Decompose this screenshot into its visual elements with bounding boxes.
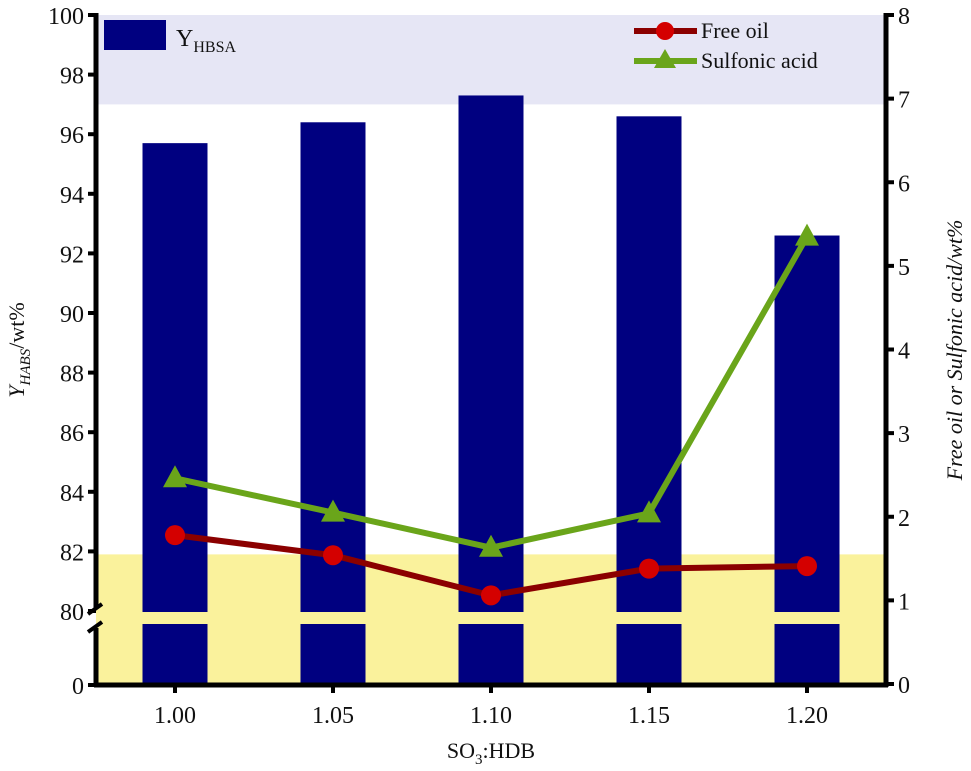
bar — [300, 122, 366, 612]
triangle-marker — [795, 223, 819, 246]
bar-lower-segment — [458, 624, 524, 685]
x-tick-label: 1.10 — [470, 703, 512, 729]
triangle-marker — [321, 499, 345, 522]
triangle-marker — [637, 500, 661, 523]
right-tick-label: 6 — [898, 171, 910, 197]
axis-break-mark — [86, 620, 104, 634]
left-tick-label: 0 — [72, 674, 84, 700]
left-tick-label: 82 — [60, 540, 84, 566]
right-tick-label: 0 — [898, 673, 910, 699]
circle-marker — [797, 556, 817, 577]
legend: YHBSA Free oil Sulfonic acid — [104, 18, 818, 73]
bar-lower-segment — [616, 624, 682, 685]
left-tick-label: 96 — [60, 123, 84, 149]
left-tick-label: 92 — [60, 242, 84, 268]
circle-marker — [323, 545, 343, 566]
left-tick-label: 86 — [60, 421, 84, 447]
left-tick-label: 90 — [60, 302, 84, 328]
legend-triangle-marker — [654, 49, 676, 68]
x-tick-label: 1.00 — [154, 703, 196, 729]
bar-lower-segment — [774, 624, 840, 685]
right-tick-label: 4 — [898, 339, 910, 365]
x-tick-label: 1.05 — [312, 703, 354, 729]
legend-label: Sulfonic acid — [701, 48, 818, 73]
axes: 0 80 82 84 86 88 90 92 94 96 98 100 0 1 2 3 4 5 6 7 8 1.00 1.0… — [48, 4, 910, 729]
legend-bar-swatch — [104, 20, 166, 50]
legend-label: Free oil — [701, 18, 769, 43]
line-series — [163, 223, 819, 606]
circle-marker — [639, 558, 659, 579]
right-tick-label: 2 — [898, 506, 910, 532]
x-axis-title: SO3:HDB — [447, 738, 535, 768]
right-tick-label: 3 — [898, 422, 910, 448]
triangle-marker — [163, 465, 187, 488]
circle-marker — [165, 525, 185, 546]
right-tick-label: 1 — [898, 589, 910, 615]
right-tick-label: 5 — [898, 255, 910, 281]
bar-lower-segment — [142, 624, 208, 685]
bar-series — [142, 95, 840, 685]
left-tick-label: 80 — [60, 600, 84, 626]
left-tick-label: 94 — [60, 183, 84, 209]
right-tick-label: 8 — [898, 4, 910, 30]
triangle-marker — [479, 534, 503, 557]
right-tick-label: 7 — [898, 88, 910, 114]
left-tick-label: 84 — [60, 481, 84, 507]
x-tick-label: 1.15 — [628, 703, 670, 729]
bar — [774, 235, 840, 612]
bar-lower-segment — [300, 624, 366, 685]
right-y-axis-title: Free oil or Sulfonic acid/wt% — [942, 220, 967, 482]
legend-label-yhbsa: YHBSA — [176, 26, 236, 56]
background-band — [96, 15, 884, 105]
bar — [458, 95, 524, 612]
circle-marker — [481, 585, 501, 606]
left-tick-label: 100 — [48, 4, 84, 30]
legend-circle-marker — [656, 22, 674, 40]
left-y-axis-title: YHABS/wt% — [4, 302, 34, 397]
axis-titles: SO3:HDB YHABS/wt% Free oil or Sulfonic aci… — [4, 220, 967, 768]
left-tick-label: 88 — [60, 362, 84, 388]
left-tick-label: 98 — [60, 64, 84, 90]
x-tick-label: 1.20 — [786, 703, 828, 729]
bar — [616, 116, 682, 612]
